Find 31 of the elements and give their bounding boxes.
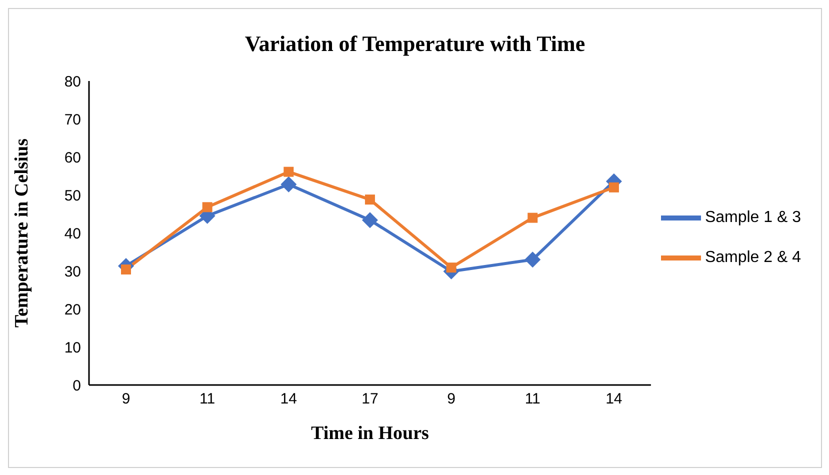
y-tick-label: 50 bbox=[64, 187, 81, 204]
y-axis-title: Temperature in Celsius bbox=[12, 138, 33, 328]
y-tick-label: 10 bbox=[64, 339, 81, 356]
point bbox=[202, 202, 212, 212]
x-tick-label: 11 bbox=[524, 390, 540, 408]
point bbox=[446, 262, 456, 273]
point bbox=[608, 182, 619, 192]
y-tick-label: 0 bbox=[72, 377, 81, 394]
legend-label: Sample 2 & 4 bbox=[704, 249, 801, 266]
point bbox=[280, 176, 297, 192]
x-tick-label: 14 bbox=[280, 390, 297, 408]
y-tick-label: 70 bbox=[64, 111, 81, 128]
point bbox=[284, 166, 294, 177]
y-tick-label: 80 bbox=[64, 73, 81, 90]
y-tick-label: 30 bbox=[64, 263, 81, 280]
x-axis-title: Time in Hours bbox=[311, 423, 429, 444]
y-tick-label: 20 bbox=[64, 301, 81, 318]
chart-title: Variation of Temperature with Time bbox=[244, 31, 586, 57]
point bbox=[362, 212, 378, 228]
x-tick-label: 14 bbox=[606, 390, 622, 408]
point bbox=[121, 264, 131, 274]
x-tick-label: 9 bbox=[447, 390, 456, 408]
point bbox=[524, 252, 541, 268]
y-tick-label: 60 bbox=[64, 149, 81, 166]
legend-label: Sample 1 & 3 bbox=[704, 209, 801, 226]
point bbox=[364, 194, 375, 205]
x-tick-label: 9 bbox=[122, 390, 130, 408]
x-tick-label: 17 bbox=[362, 390, 378, 408]
point bbox=[528, 212, 538, 223]
x-tick-label: 11 bbox=[200, 390, 216, 408]
y-tick-label: 40 bbox=[64, 225, 81, 242]
